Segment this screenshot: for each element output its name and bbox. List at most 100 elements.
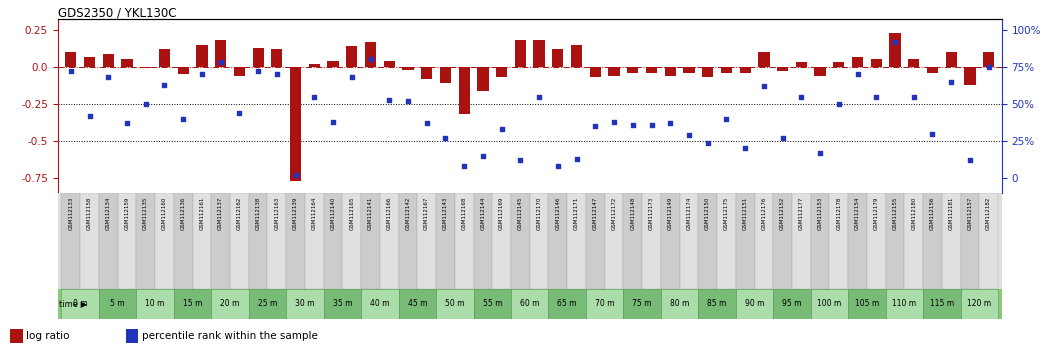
Bar — [814, 67, 826, 76]
Point — [400, 98, 416, 104]
Point — [962, 158, 979, 163]
Bar — [473, 193, 492, 289]
Bar — [983, 52, 994, 67]
Bar — [230, 193, 249, 289]
Point — [586, 124, 603, 129]
Text: 75 m: 75 m — [633, 299, 651, 308]
Text: GSM112179: GSM112179 — [874, 197, 879, 230]
Point — [943, 79, 960, 85]
Bar — [571, 45, 582, 67]
Point — [718, 116, 734, 122]
Text: GSM112169: GSM112169 — [499, 197, 505, 230]
Bar — [623, 289, 661, 319]
Text: 45 m: 45 m — [408, 299, 427, 308]
Bar — [830, 193, 849, 289]
Bar — [126, 329, 138, 343]
Bar — [552, 49, 563, 67]
Point — [455, 164, 472, 169]
Point — [736, 145, 753, 151]
Point — [419, 120, 435, 126]
Bar — [436, 193, 455, 289]
Point — [175, 116, 192, 122]
Text: GSM112150: GSM112150 — [705, 197, 710, 230]
Text: time ▶: time ▶ — [59, 299, 87, 308]
Bar — [158, 49, 170, 67]
Text: GSM112162: GSM112162 — [237, 197, 242, 230]
Bar — [586, 193, 604, 289]
Bar — [699, 193, 718, 289]
Bar — [549, 289, 586, 319]
Point — [287, 172, 304, 178]
Point — [624, 122, 641, 127]
Bar — [436, 289, 473, 319]
Text: GSM112134: GSM112134 — [106, 197, 111, 230]
Bar — [534, 40, 544, 67]
Bar — [418, 193, 436, 289]
Text: 120 m: 120 m — [967, 299, 991, 308]
Point — [437, 135, 454, 141]
Bar — [885, 193, 904, 289]
Point — [531, 94, 548, 99]
Bar — [665, 67, 676, 76]
Point — [212, 59, 229, 65]
Bar — [215, 40, 227, 67]
Point — [774, 135, 791, 141]
Text: GSM112155: GSM112155 — [893, 197, 898, 230]
Bar — [699, 289, 735, 319]
Bar — [511, 193, 530, 289]
Bar — [399, 193, 418, 289]
Point — [512, 158, 529, 163]
Bar — [964, 67, 976, 85]
Text: 90 m: 90 m — [745, 299, 765, 308]
Bar — [796, 62, 807, 67]
Bar — [211, 289, 249, 319]
Bar — [399, 289, 436, 319]
Bar — [885, 289, 923, 319]
Bar — [10, 329, 23, 343]
Bar — [961, 289, 998, 319]
Bar — [384, 61, 394, 67]
Text: GSM112175: GSM112175 — [724, 197, 729, 230]
Text: 50 m: 50 m — [445, 299, 465, 308]
Text: GSM112172: GSM112172 — [612, 197, 617, 230]
Text: GSM112174: GSM112174 — [686, 197, 691, 230]
Bar — [590, 67, 601, 77]
Text: GSM112152: GSM112152 — [780, 197, 785, 230]
Text: 30 m: 30 m — [295, 299, 315, 308]
Point — [886, 39, 903, 45]
Text: 55 m: 55 m — [483, 299, 502, 308]
Point — [755, 83, 772, 89]
Bar — [305, 193, 324, 289]
Bar — [866, 193, 885, 289]
Point — [605, 119, 622, 125]
Bar — [177, 67, 189, 74]
Text: GSM112167: GSM112167 — [424, 197, 429, 230]
Text: GSM112141: GSM112141 — [368, 197, 373, 230]
Bar — [927, 67, 938, 73]
Bar — [904, 193, 923, 289]
Bar — [99, 289, 136, 319]
Point — [980, 64, 997, 70]
Text: 95 m: 95 m — [783, 299, 801, 308]
Bar — [661, 193, 680, 289]
Bar — [942, 193, 961, 289]
Bar — [777, 67, 788, 72]
Bar — [718, 193, 735, 289]
Point — [81, 113, 98, 119]
Text: GSM112177: GSM112177 — [799, 197, 804, 230]
Bar — [324, 193, 342, 289]
Point — [493, 126, 510, 132]
Bar — [193, 193, 211, 289]
Text: GSM112180: GSM112180 — [912, 197, 916, 230]
Bar — [308, 64, 320, 67]
Text: GSM112142: GSM112142 — [406, 197, 410, 230]
Bar — [661, 289, 699, 319]
Bar — [211, 193, 230, 289]
Bar — [792, 193, 811, 289]
Bar — [890, 33, 901, 67]
Bar — [421, 67, 432, 79]
Text: 20 m: 20 m — [220, 299, 240, 308]
Bar — [136, 193, 155, 289]
Bar — [99, 193, 117, 289]
Point — [831, 101, 848, 107]
